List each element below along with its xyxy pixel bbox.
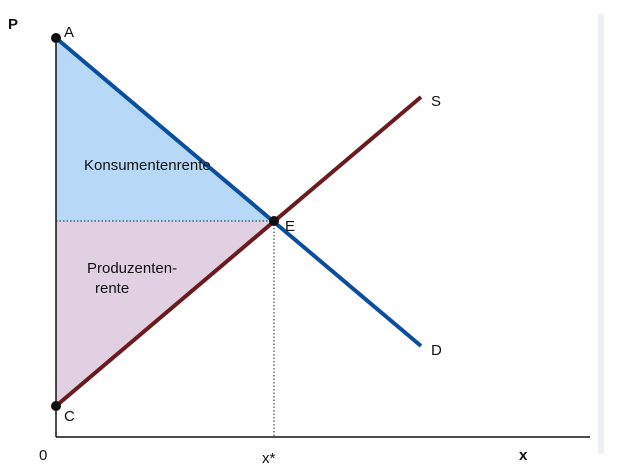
equilibrium-quantity-label: x*	[262, 450, 276, 467]
demand-curve	[54, 36, 423, 348]
producer-surplus-label-line2: rente	[95, 280, 129, 297]
point-e-marker	[269, 216, 279, 226]
demand-label: D	[431, 342, 442, 359]
point-a-label: A	[64, 24, 74, 41]
point-c-marker	[51, 401, 61, 411]
point-c-label: C	[64, 408, 75, 425]
supply-label: S	[431, 93, 441, 110]
panel-shadow	[598, 14, 604, 454]
point-a-marker	[51, 33, 61, 43]
producer-surplus-label-line1: Produzenten-	[87, 260, 177, 277]
point-e-label: E	[285, 218, 295, 235]
origin-label: 0	[39, 447, 47, 464]
x-axis-label: x	[519, 447, 528, 464]
supply-curve	[54, 95, 423, 408]
consumer-surplus-label: Konsumentenrente	[84, 157, 211, 174]
y-axis-label: P	[8, 16, 18, 33]
